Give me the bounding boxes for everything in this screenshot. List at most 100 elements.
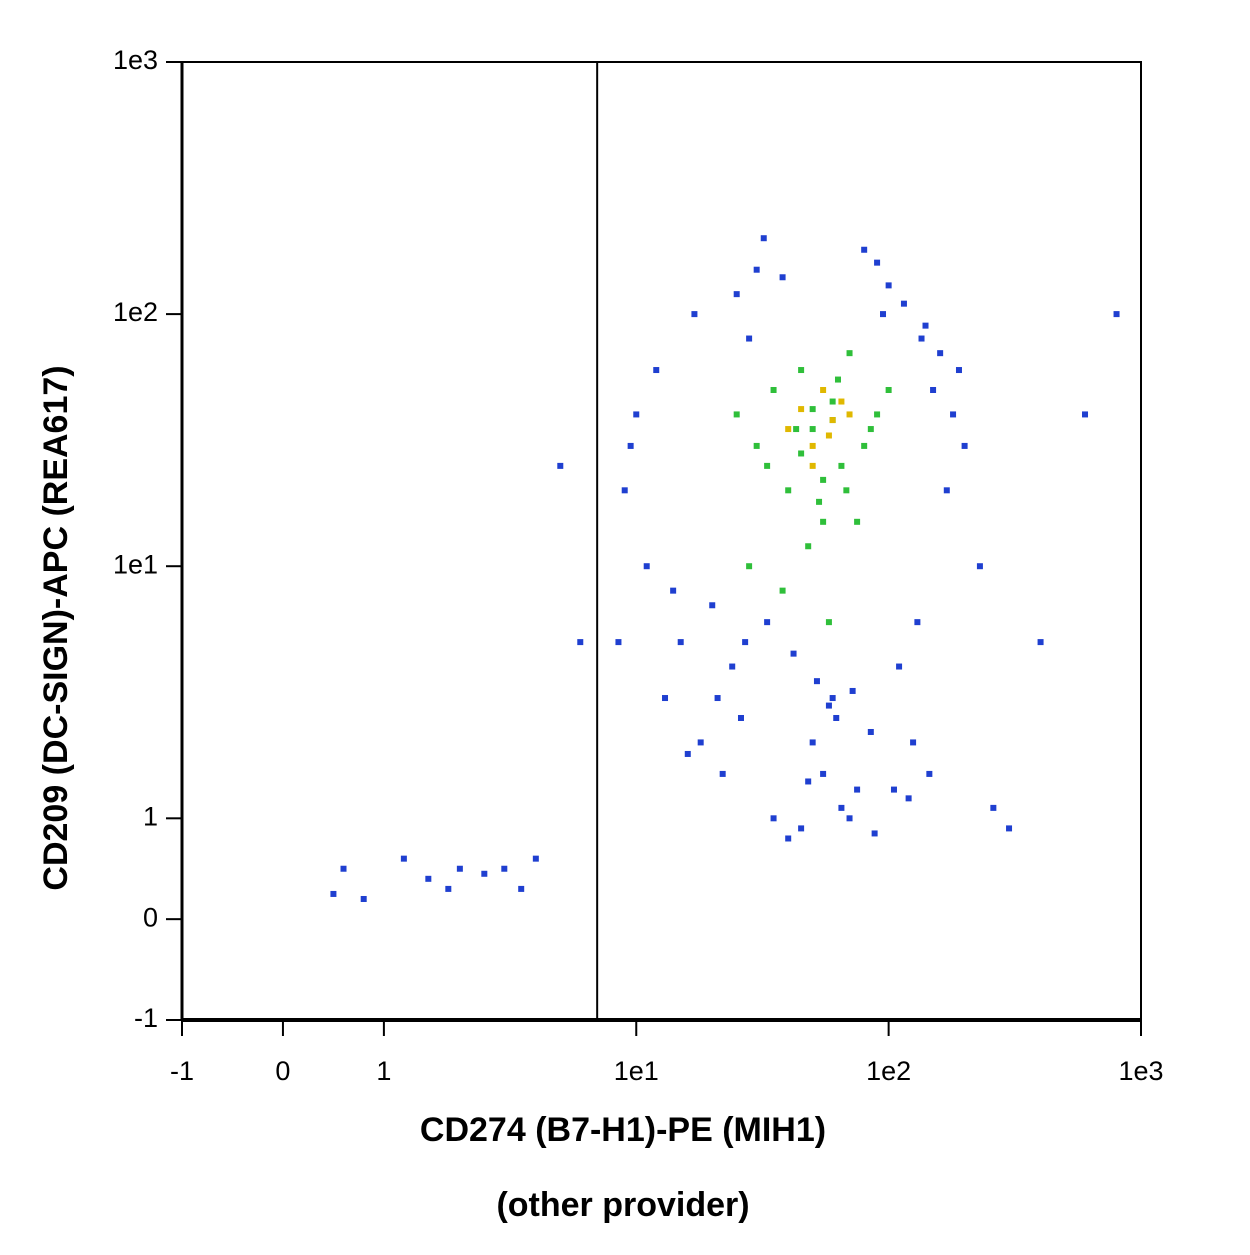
data-point — [861, 442, 868, 449]
x-tick-label: 1 — [376, 1056, 391, 1086]
data-point — [798, 450, 805, 457]
data-point — [849, 687, 856, 694]
x-tick-label: 1e1 — [614, 1056, 659, 1086]
data-point — [813, 678, 820, 685]
data-point — [846, 815, 853, 822]
data-point — [770, 815, 777, 822]
data-point — [834, 376, 841, 383]
data-point — [714, 695, 721, 702]
data-point — [662, 695, 669, 702]
y-tick-label: 1e3 — [113, 45, 158, 75]
y-tick-label: 0 — [143, 902, 158, 932]
data-point — [809, 739, 816, 746]
data-point — [798, 367, 805, 374]
data-point — [445, 885, 452, 892]
data-point — [733, 291, 740, 298]
data-point — [867, 426, 874, 433]
data-point — [905, 795, 912, 802]
data-point — [481, 870, 488, 877]
data-point — [798, 825, 805, 832]
data-point — [425, 875, 432, 882]
data-point — [501, 865, 508, 872]
data-point — [861, 246, 868, 253]
data-point — [770, 386, 777, 393]
data-point — [805, 543, 812, 550]
data-point — [340, 865, 347, 872]
data-point — [785, 426, 792, 433]
data-point — [577, 639, 584, 646]
data-point — [854, 786, 861, 793]
data-point — [764, 462, 771, 469]
data-point — [867, 728, 874, 735]
data-point — [926, 770, 933, 777]
data-point — [829, 417, 836, 424]
data-point — [627, 442, 634, 449]
data-point — [557, 462, 564, 469]
data-point — [950, 411, 957, 418]
data-point — [885, 386, 892, 393]
data-point — [1006, 825, 1013, 832]
data-point — [809, 406, 816, 413]
data-point — [874, 411, 881, 418]
data-point — [360, 895, 367, 902]
data-point — [896, 663, 903, 670]
data-point — [820, 770, 827, 777]
data-point — [785, 835, 792, 842]
data-point — [621, 487, 628, 494]
data-point — [532, 855, 539, 862]
data-point — [829, 398, 836, 405]
data-point — [733, 411, 740, 418]
data-point — [809, 442, 816, 449]
data-point — [914, 619, 921, 626]
data-point — [838, 462, 845, 469]
data-point — [843, 487, 850, 494]
data-point — [955, 367, 962, 374]
data-point — [943, 487, 950, 494]
data-point — [400, 855, 407, 862]
data-point — [709, 602, 716, 609]
data-point — [742, 639, 749, 646]
data-point — [779, 274, 786, 281]
data-point — [885, 282, 892, 289]
data-point — [809, 462, 816, 469]
data-point — [729, 663, 736, 670]
data-point — [764, 619, 771, 626]
data-point — [961, 442, 968, 449]
data-point — [719, 770, 726, 777]
data-point — [790, 650, 797, 657]
data-point — [677, 639, 684, 646]
data-point — [684, 750, 691, 757]
plot-frame — [181, 61, 1142, 1021]
data-point — [737, 714, 744, 721]
data-point — [670, 587, 677, 594]
data-point — [456, 865, 463, 872]
y-tick-label: 1e1 — [113, 549, 158, 579]
data-point — [871, 830, 878, 837]
data-point — [753, 442, 760, 449]
data-point — [854, 518, 861, 525]
data-point — [809, 426, 816, 433]
data-point — [785, 487, 792, 494]
data-point — [691, 311, 698, 318]
data-point — [825, 432, 832, 439]
data-point — [779, 587, 786, 594]
x-tick-label: -1 — [170, 1056, 194, 1086]
data-point — [746, 335, 753, 342]
data-point — [825, 619, 832, 626]
data-point — [753, 266, 760, 273]
data-point — [760, 235, 767, 242]
data-point — [798, 406, 805, 413]
x-tick-label: 0 — [275, 1056, 290, 1086]
y-tick-label: -1 — [134, 1003, 158, 1033]
data-point — [829, 695, 836, 702]
data-point — [838, 398, 845, 405]
data-point — [643, 563, 650, 570]
data-point — [910, 739, 917, 746]
data-point — [976, 563, 983, 570]
data-point — [990, 804, 997, 811]
data-point — [922, 322, 929, 329]
y-tick-label: 1 — [143, 801, 158, 831]
data-point — [900, 300, 907, 307]
data-point — [937, 350, 944, 357]
data-point — [816, 498, 823, 505]
